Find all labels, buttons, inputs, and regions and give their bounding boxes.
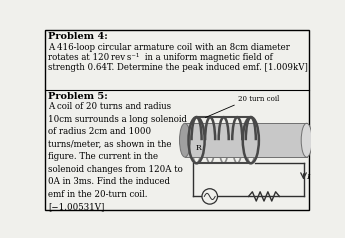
Text: 20 turn coil: 20 turn coil [238, 95, 280, 103]
Text: A 416-loop circular armature coil with an 8cm diameter: A 416-loop circular armature coil with a… [48, 43, 290, 52]
Circle shape [202, 189, 217, 204]
Text: rotates at 120 rev s⁻¹  in a uniform magnetic field of: rotates at 120 rev s⁻¹ in a uniform magn… [48, 53, 273, 62]
Text: Problem 4:: Problem 4: [48, 32, 108, 41]
Ellipse shape [179, 123, 190, 157]
Text: Problem 5:: Problem 5: [48, 93, 108, 101]
Text: strength 0.64T. Determine the peak induced emf. [1.009kV]: strength 0.64T. Determine the peak induc… [48, 63, 308, 72]
Text: R: R [196, 144, 202, 152]
Text: I: I [307, 173, 310, 181]
Text: A coil of 20 turns and radius
10cm surrounds a long solenoid
of radius 2cm and 1: A coil of 20 turns and radius 10cm surro… [48, 103, 187, 212]
Ellipse shape [301, 123, 312, 157]
Bar [185, 123, 307, 157]
